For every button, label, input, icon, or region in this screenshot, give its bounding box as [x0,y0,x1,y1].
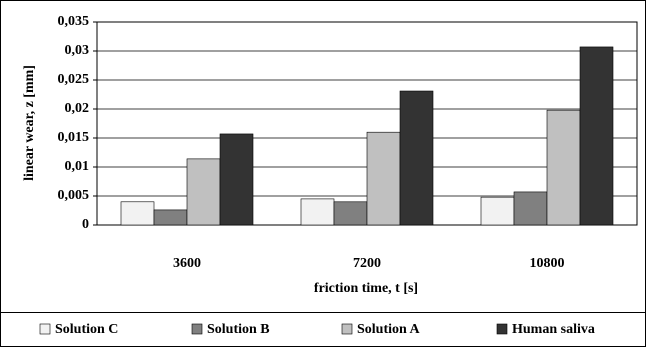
x-tick-label: 7200 [353,256,381,271]
legend-swatch [496,323,508,335]
bar [546,109,581,226]
y-tick-label: 0,025 [58,72,90,87]
x-axis-label: friction time, t [s] [314,281,418,296]
y-tick-label: 0,015 [58,130,90,145]
bar [579,46,614,226]
legend-swatch [39,323,51,335]
legend-swatch [191,323,203,335]
x-tick-label: 10800 [530,256,565,271]
legend-label: Solution C [55,322,118,337]
legend-label: Human saliva [512,322,595,337]
bar [480,196,515,226]
y-tick-label: 0,005 [58,188,90,203]
y-tick-label: 0 [82,217,89,232]
x-tick-label: 3600 [173,256,201,271]
bar [219,133,254,226]
legend-label: Solution A [357,322,421,337]
bar [366,131,401,226]
legend-swatch [341,323,353,335]
bar [300,198,335,226]
bar [120,201,155,226]
y-tick-label: 0,035 [58,14,90,29]
bar [513,191,548,226]
bar [186,158,221,226]
bar [399,90,434,226]
y-tick-label: 0,02 [65,101,90,116]
y-axis-label: linear wear, z [mm] [22,65,37,181]
y-tick-label: 0,01 [65,159,90,174]
bar [153,209,188,226]
bar [333,201,368,226]
legend-label: Solution B [207,322,270,337]
y-tick-label: 0,03 [65,43,90,58]
